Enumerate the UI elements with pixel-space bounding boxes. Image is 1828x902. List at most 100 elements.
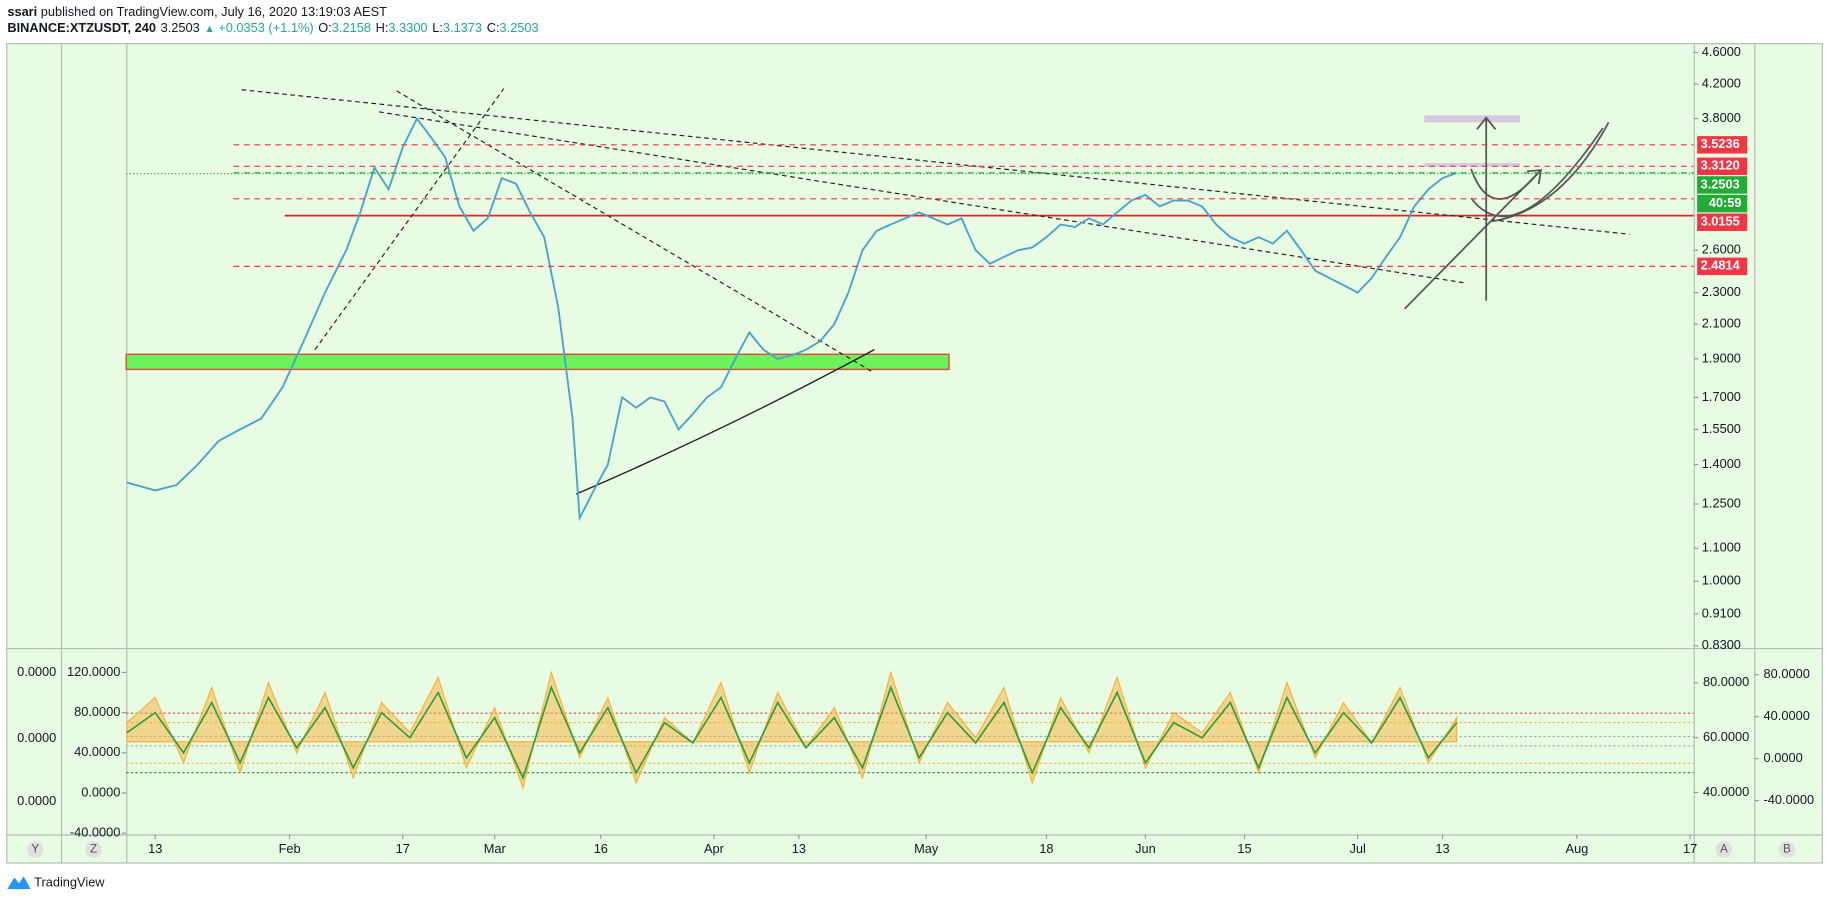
y-tick-label: 1.9000 [1702,350,1741,365]
osc-y2-tick-label: 40.0000 [1703,784,1749,799]
level-tag: 2.4814 [1697,257,1748,276]
level-tag-bg [1697,213,1748,231]
y-tick-label: 2.6000 [1702,242,1741,257]
ohlc-value: 3.2503 [500,21,539,36]
header-line: ssari published on TradingView.com, July … [7,4,387,19]
level-tag: 3.2503 [1697,176,1748,194]
direction: ▲ [204,24,214,35]
symbol: BINANCE:XTZUSDT, 240 [7,21,156,36]
corner-button[interactable] [27,841,44,858]
curve [1470,168,1540,200]
y-tick-label: 2.1000 [1702,316,1741,331]
level-tag-bg [1697,136,1748,154]
ohlc-label: H: [376,21,389,36]
ohlc-label: L: [432,21,443,36]
y-tick-label: 0.9100 [1702,605,1741,620]
x-tick-label: 17 [1683,841,1697,856]
x-tick-label: Jun [1135,841,1156,856]
osc-y2-tick-label: -40.0000 [1764,792,1815,807]
x-tick-label: 18 [1039,841,1053,856]
x-tick-label: Apr [704,841,725,856]
osc-y2-tick-label: 80.0000 [1703,674,1749,689]
y-tick-label: 4.6000 [1702,44,1741,59]
arrowhead [1526,169,1543,185]
ohlc-label: O: [318,21,332,36]
indicator-zero-label: 0.0000 [17,664,56,679]
x-tick-label: 16 [594,841,608,856]
x-tick-label: 15 [1237,841,1251,856]
indicator-zero-label: 0.0000 [17,730,56,745]
countdown: 40:59 [1709,195,1742,210]
osc-y2-tick-label: 40.0000 [1764,708,1810,723]
y-tick-label: 4.2000 [1702,75,1741,90]
indicator-zero-label: 0.0000 [17,793,56,808]
level-tag-label: 3.0155 [1701,214,1740,229]
trendline [241,89,1630,235]
corner-button-label: Y [31,843,39,856]
level-tag-bg [1697,176,1748,194]
level-tag-label: 3.5236 [1701,136,1740,151]
arrow [1403,169,1542,310]
ohlc-label: C: [487,21,500,36]
x-tick-label: Jul [1349,841,1365,856]
logo [7,876,31,890]
countdown-bg [1697,194,1748,213]
price-line [126,116,1458,522]
author: ssari [7,4,37,19]
x-tick-label: 13 [148,841,162,856]
y-tick-label: 1.4000 [1702,456,1741,471]
corner-button[interactable] [85,841,102,858]
trendline [379,111,1467,284]
level-tag: 3.3120 [1697,157,1748,176]
osc-y-tick-label: 120.0000 [67,664,120,679]
osc-line [126,685,1458,781]
level-tag-label: 3.3120 [1701,158,1740,173]
x-tick-label: 13 [1435,841,1449,856]
y-tick-label: 2.3000 [1702,284,1741,299]
corner-button-label: B [1783,843,1791,856]
y-tick-label: 1.0000 [1702,573,1741,588]
osc-y2-tick-label: 60.0000 [1703,729,1749,744]
level-tag: 3.0155 [1697,213,1748,231]
target-zone [1424,115,1520,123]
curve [1470,127,1604,218]
corner-button-label: A [1720,843,1728,856]
trendline [396,90,875,374]
arrows [1403,116,1610,310]
y-tick-label: 0.8300 [1702,637,1741,652]
x-tick-label: May [914,841,939,856]
osc-y-tick-label: 40.0000 [74,744,120,759]
ohlc-value: 3.1373 [443,21,482,36]
osc-y-tick-label: -40.0000 [70,825,121,840]
x-tick-label: Mar [484,841,507,856]
osc-y2-tick-label: 0.0000 [1764,750,1803,765]
brand: TradingView [34,875,105,890]
level-tag-label: 3.2503 [1701,176,1740,191]
osc-y-tick-label: 0.0000 [81,784,120,799]
ohlc-value: 3.3300 [388,21,427,36]
pane-dividers [6,44,1822,864]
y-tick-label: 1.7000 [1702,389,1741,404]
level-tag-bg [1697,157,1748,176]
support-zone [125,353,950,371]
change: +0.0353 (+1.1%) [218,21,313,36]
target-zone [1424,163,1520,167]
x-tick-label: Aug [1566,841,1589,856]
x-tick-label: Feb [279,841,301,856]
osc-y-tick-label: 80.0000 [74,704,120,719]
corner-button[interactable] [1778,841,1796,858]
published: published on TradingView.com, July 16, 2… [41,4,387,19]
level-tag-label: 2.4814 [1701,258,1741,273]
y-tick-label: 1.2500 [1702,495,1741,510]
corner-button-label: Z [90,843,97,856]
curve [1491,121,1610,223]
x-tick-label: 13 [792,841,806,856]
corner-button[interactable] [1715,841,1733,858]
y-tick-label: 1.5500 [1702,421,1741,436]
y-tick-label: 3.8000 [1702,110,1741,125]
level-tag: 3.5236 [1697,136,1748,154]
osc-y2-tick-label: 80.0000 [1764,666,1810,681]
x-tick-label: 17 [396,841,410,856]
